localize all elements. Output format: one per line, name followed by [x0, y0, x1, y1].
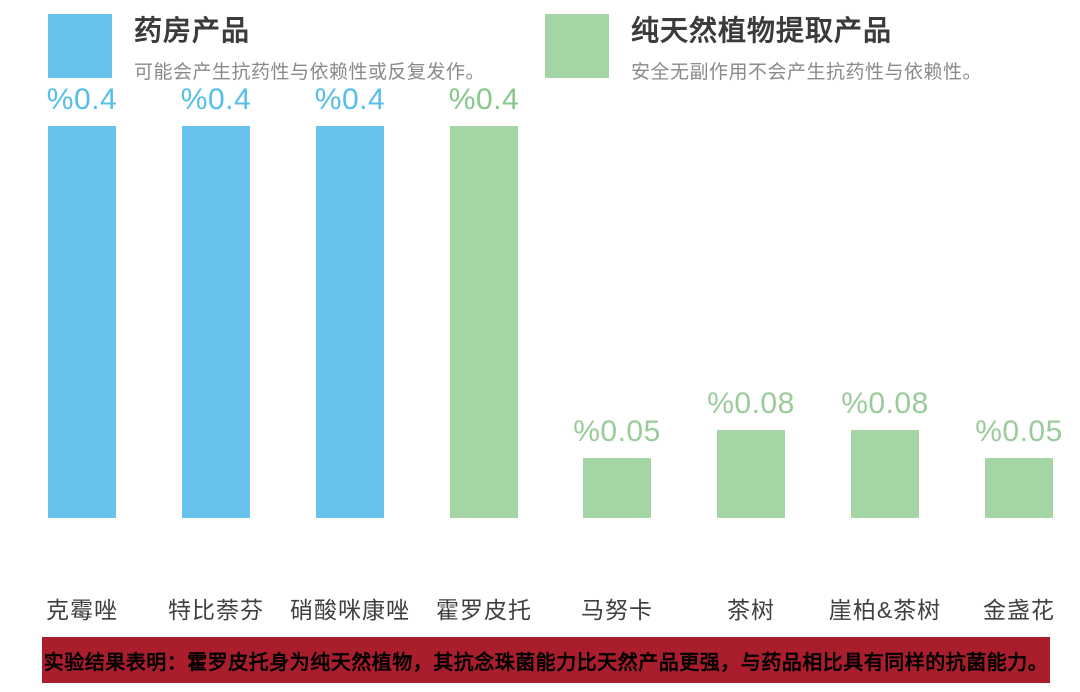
bar-column-7: %0.08 崖柏&茶树 [818, 0, 952, 630]
bar [583, 458, 651, 518]
bar-column-3: %0.4 硝酸咪康唑 [283, 0, 417, 630]
bar [450, 126, 518, 518]
category-label: 马努卡 [581, 597, 653, 623]
bar-stack: %0.4 [149, 83, 283, 518]
bar-stack: %0.05 [952, 415, 1080, 518]
category-label: 霍罗皮托 [436, 597, 532, 623]
bar-column-4: %0.4 霍罗皮托 [417, 0, 551, 630]
legend-natural-title: 纯天然植物提取产品 [631, 15, 893, 46]
category-label: 金盏花 [983, 597, 1055, 623]
legend-pharmacy-subtitle: 可能会产生抗药性与依赖性或反复发作。 [134, 62, 486, 84]
bar-value-label: %0.4 [448, 83, 520, 116]
bar-value-label: %0.05 [975, 415, 1063, 448]
bar-column-2: %0.4 特比萘芬 [149, 0, 283, 630]
legend-natural-text: 纯天然植物提取产品 安全无副作用不会产生抗药性与依赖性。 [631, 14, 982, 84]
bar [717, 430, 785, 518]
conclusion-banner: 实验结果表明：霍罗皮托身为纯天然植物，其抗念珠菌能力比天然产品更强，与药品相比具… [42, 637, 1050, 683]
bar-value-label: %0.4 [314, 83, 386, 116]
bar-stack: %0.08 [818, 387, 952, 518]
pharmacy-color-swatch [48, 14, 112, 78]
bar-stack: %0.4 [15, 83, 149, 518]
bar-chart: %0.4 克霉唑 %0.4 特比萘芬 %0.4 硝酸咪康唑 %0.4 霍罗皮托 %0.05 马努卡… [15, 0, 1080, 630]
bar-stack: %0.05 [550, 415, 684, 518]
bar-column-1: %0.4 克霉唑 [15, 0, 149, 630]
bar-column-5: %0.05 马努卡 [550, 0, 684, 630]
bar-stack: %0.08 [684, 387, 818, 518]
bar [851, 430, 919, 518]
legend-pharmacy-title: 药房产品 [134, 15, 251, 46]
bar-value-label: %0.4 [180, 83, 252, 116]
bar [182, 126, 250, 518]
category-label: 克霉唑 [46, 597, 118, 623]
category-label: 崖柏&茶树 [828, 597, 942, 623]
bar-value-label: %0.08 [707, 387, 795, 420]
category-label: 茶树 [727, 597, 775, 623]
bar [316, 126, 384, 518]
bar-column-8: %0.05 金盏花 [952, 0, 1080, 630]
category-label: 特比萘芬 [168, 597, 264, 623]
bar-stack: %0.4 [417, 83, 551, 518]
legend-pharmacy-text: 药房产品 可能会产生抗药性与依赖性或反复发作。 [134, 14, 485, 84]
bar-value-label: %0.08 [841, 387, 929, 420]
bar-column-6: %0.08 茶树 [684, 0, 818, 630]
legend-pharmacy: 药房产品 可能会产生抗药性与依赖性或反复发作。 [48, 14, 485, 84]
bar-value-label: %0.05 [573, 415, 661, 448]
bar [48, 126, 116, 518]
natural-color-swatch [545, 14, 609, 78]
bar-stack: %0.4 [283, 83, 417, 518]
bar [985, 458, 1053, 518]
legend-natural-subtitle: 安全无副作用不会产生抗药性与依赖性。 [631, 62, 983, 84]
bar-value-label: %0.4 [46, 83, 118, 116]
category-label: 硝酸咪康唑 [290, 597, 410, 623]
legend-natural: 纯天然植物提取产品 安全无副作用不会产生抗药性与依赖性。 [545, 14, 982, 84]
